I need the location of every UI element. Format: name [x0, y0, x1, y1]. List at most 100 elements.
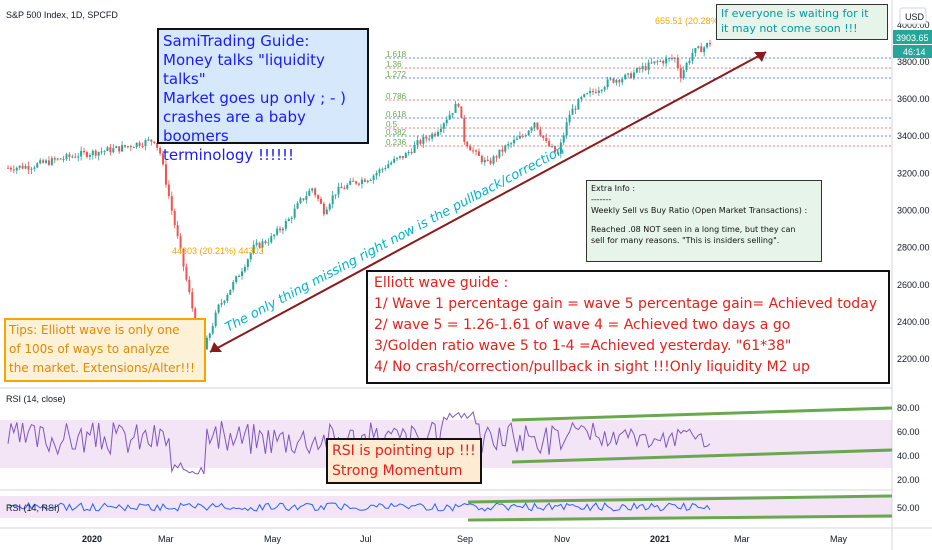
candle-body — [501, 149, 504, 152]
measure-label-2: 655.51 (20.28%) 65551 — [655, 16, 749, 26]
candle-body — [709, 43, 711, 45]
guide-line: Market goes up only ; - ) — [163, 89, 346, 107]
candle-body — [355, 181, 358, 184]
candle-body — [211, 326, 214, 334]
candle-body — [153, 141, 156, 144]
candle-body — [513, 139, 516, 144]
candle-body — [97, 151, 100, 156]
candle-body — [214, 312, 217, 327]
time-tick-label: May — [264, 534, 282, 544]
candle-body — [428, 138, 431, 140]
candle-body — [328, 204, 331, 210]
rsi-tick-label: 20.00 — [897, 475, 920, 485]
candle-body — [337, 186, 340, 195]
candle-body — [568, 114, 571, 123]
candle-body — [375, 173, 378, 176]
candle-body — [650, 62, 653, 64]
extra-line: ------- — [591, 195, 612, 204]
price-tag-value: 3903.65 — [896, 33, 929, 43]
candle-body — [290, 217, 293, 219]
candle-body — [279, 228, 282, 231]
candle-body — [533, 122, 536, 128]
candle-body — [527, 130, 530, 136]
candle-body — [77, 156, 80, 158]
candle-body — [185, 266, 188, 280]
candle-body — [270, 236, 273, 243]
rsi2-channel-top[interactable] — [467, 494, 893, 504]
rsi-channel-bottom[interactable] — [511, 448, 893, 464]
rsi-channel-top[interactable] — [511, 406, 893, 422]
trend-line[interactable] — [209, 51, 767, 353]
price-tick-label: 2800.00 — [897, 243, 930, 253]
candle-body — [217, 304, 220, 313]
rsi-note: RSI is pointing up !!! Strong Momentum — [326, 438, 482, 484]
currency-badge[interactable] — [899, 7, 927, 25]
price-tick-label: 4000.00 — [897, 20, 930, 30]
fib-label: 1.272 — [386, 70, 407, 79]
candle-body — [205, 337, 208, 350]
candle-body — [173, 210, 176, 226]
candle-body — [492, 156, 495, 164]
candle-body — [94, 150, 97, 156]
candle-body — [366, 180, 369, 182]
candle-body — [659, 60, 662, 62]
candle-body — [7, 167, 9, 169]
candle-body — [551, 146, 554, 148]
candle-body — [226, 294, 229, 301]
candle-body — [632, 72, 635, 79]
time-ticks: 2020 Mar May Jul Sep Nov 2021 Mar May — [82, 534, 848, 544]
candle-body — [454, 103, 457, 113]
fib-label: 0.618 — [386, 110, 407, 119]
candle-body — [436, 131, 439, 136]
candle-body — [641, 66, 644, 70]
rsi2-tick-label: 50.00 — [897, 503, 920, 513]
candle-body — [647, 62, 650, 70]
candle-body — [565, 122, 568, 136]
candle-body — [179, 236, 182, 249]
tips-line: Tips: Elliott wave is only one — [9, 323, 180, 337]
candle-body — [425, 136, 428, 139]
countdown-tag — [893, 45, 932, 58]
price-ticks: 2200.00 2400.00 2600.00 2800.00 3000.00 3200.… — [897, 20, 930, 364]
elliott-line: 2/ wave 5 = 1.26-1.61 of wave 4 = Achiev… — [374, 317, 791, 333]
rsi-tick-label: 40.00 — [897, 451, 920, 461]
fib-label: 0.5 — [386, 120, 398, 129]
candle-body — [36, 163, 39, 168]
candle-body — [416, 140, 419, 145]
candle-body — [630, 73, 633, 79]
candle-body — [673, 57, 676, 59]
candle-body — [656, 61, 659, 63]
candle-body — [281, 228, 284, 231]
rsi-ticks: 80.00 60.00 40.00 20.00 50.00 — [897, 403, 920, 513]
candle-body — [252, 244, 255, 253]
rsi-tick-label: 60.00 — [897, 427, 920, 437]
candle-body — [609, 78, 612, 80]
candle-body — [445, 119, 448, 124]
candle-body — [393, 158, 396, 163]
candle-body — [135, 142, 138, 148]
candle-body — [59, 158, 62, 160]
candle-body — [249, 252, 252, 260]
candle-body — [80, 150, 83, 157]
candle-body — [325, 209, 328, 215]
candle-body — [39, 160, 42, 164]
candle-body — [466, 141, 469, 147]
candle-body — [627, 73, 630, 75]
candle-body — [241, 271, 243, 276]
price-tick-label: 3800.00 — [897, 57, 930, 67]
candle-body — [311, 188, 314, 191]
candle-body — [147, 139, 150, 141]
candle-body — [243, 266, 246, 272]
candle-body — [194, 308, 197, 326]
candle-body — [592, 90, 594, 92]
candle-body — [258, 242, 261, 248]
candle-body — [182, 248, 185, 267]
extra-info-note: Extra Info : ------- Weekly Sell vs Buy … — [586, 180, 822, 262]
candle-body — [507, 144, 510, 146]
countdown-value: 46:14 — [903, 47, 926, 57]
candle-body — [121, 145, 124, 152]
time-tick-label: Nov — [554, 534, 571, 544]
candle-body — [45, 160, 48, 163]
rsi2-channel-bottom[interactable] — [467, 514, 893, 522]
candle-body — [156, 143, 159, 148]
